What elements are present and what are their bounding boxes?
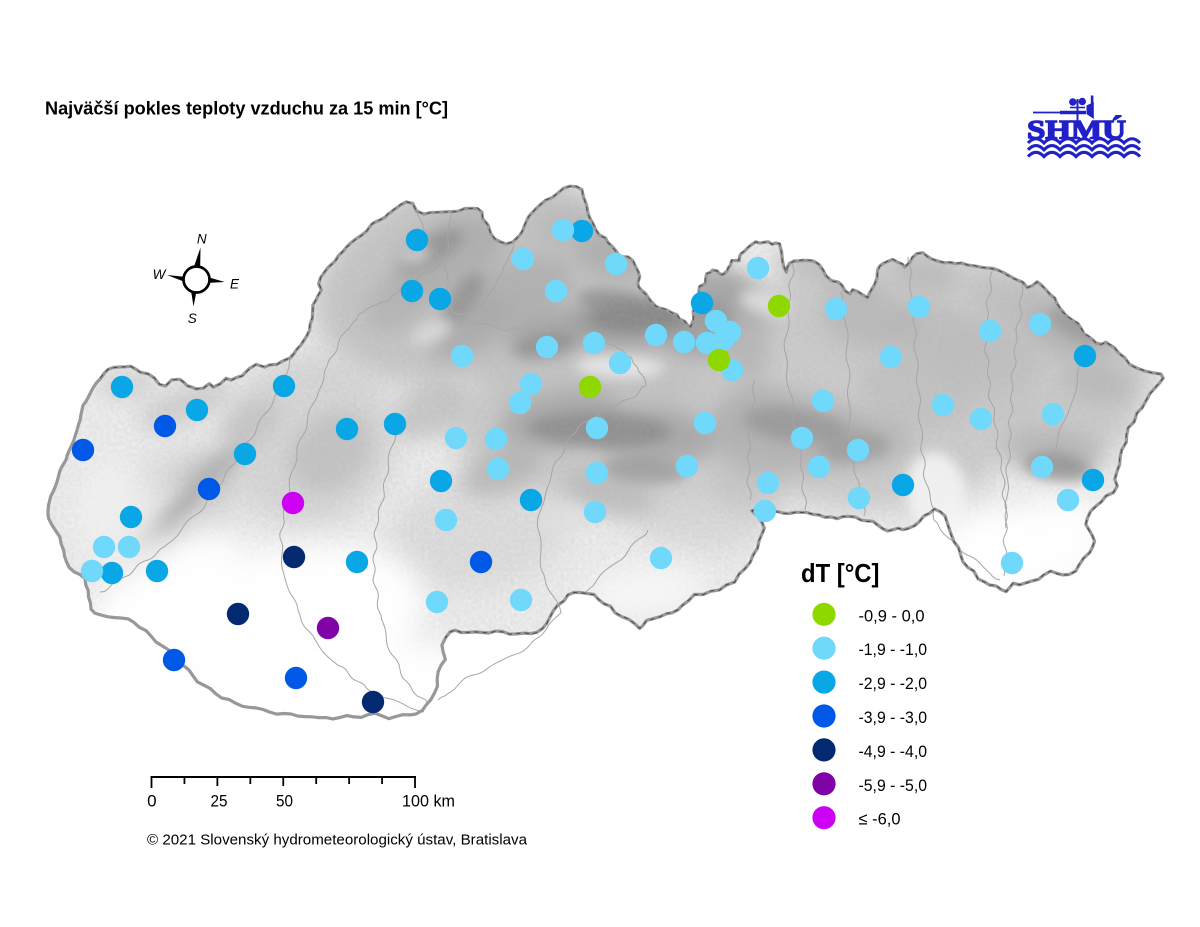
svg-text:-1,9 - -1,0: -1,9 - -1,0 — [859, 640, 928, 659]
svg-text:SHMÚ: SHMÚ — [1027, 115, 1126, 145]
svg-text:≤ -6,0: ≤ -6,0 — [859, 810, 901, 829]
svg-text:W: W — [153, 267, 167, 282]
svg-text:© 2021 Slovenský hydrometeorol: © 2021 Slovenský hydrometeorologický úst… — [147, 832, 528, 849]
svg-text:-3,9 - -3,0: -3,9 - -3,0 — [859, 708, 928, 727]
svg-text:-2,9 - -2,0: -2,9 - -2,0 — [859, 674, 928, 693]
svg-text:dT [°C]: dT [°C] — [801, 558, 880, 588]
svg-text:S: S — [188, 311, 197, 326]
svg-text:-0,9 - 0,0: -0,9 - 0,0 — [859, 606, 925, 625]
svg-text:-4,9 - -4,0: -4,9 - -4,0 — [859, 742, 928, 761]
svg-text:0: 0 — [147, 792, 156, 811]
svg-text:E: E — [230, 276, 240, 291]
svg-text:Najväčší pokles teploty vzduch: Najväčší pokles teploty vzduchu za 15 mi… — [45, 98, 448, 118]
svg-text:50: 50 — [276, 792, 293, 811]
svg-text:25: 25 — [211, 792, 228, 811]
svg-text:100 km: 100 km — [402, 792, 455, 811]
svg-text:-5,9 - -5,0: -5,9 - -5,0 — [859, 776, 928, 795]
svg-text:N: N — [197, 232, 207, 247]
